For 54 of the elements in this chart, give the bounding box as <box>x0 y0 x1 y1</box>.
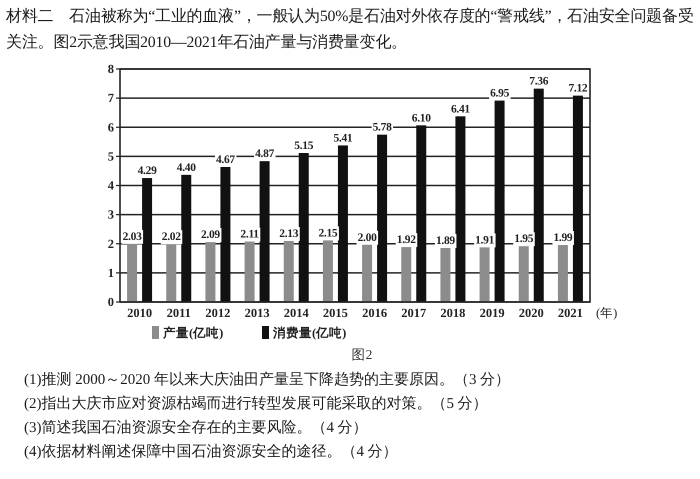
data-label: 1.95 <box>514 233 534 246</box>
data-label: 2.13 <box>279 228 299 240</box>
x-tick-label: 2018 <box>440 306 466 320</box>
y-tick-label: 1 <box>108 266 114 280</box>
data-label: 7.36 <box>529 76 549 88</box>
data-label: 2.00 <box>358 232 378 244</box>
x-tick-label: 2014 <box>284 306 310 320</box>
x-tick-label: 2015 <box>322 306 348 320</box>
x-tick-label: 2010 <box>127 306 152 320</box>
chart-title: 材料二 石油被称为“工业的血液”，一般认为50%是石油对外依存度的“警戒线”，石油安全问题备受关注。图2示意我国2010—2021年石油产量与消费量变化。 <box>6 6 695 53</box>
y-tick-label: 5 <box>108 149 114 164</box>
x-tick-label: 2011 <box>166 306 191 320</box>
y-tick-label: 0 <box>108 295 114 309</box>
x-tick-label: 2021 <box>558 306 583 320</box>
y-tick-label: 4 <box>108 178 115 192</box>
data-label: 1.92 <box>396 234 416 246</box>
data-label: 5.15 <box>294 140 314 152</box>
data-label: 4.40 <box>176 162 196 174</box>
x-tick-label: 2016 <box>362 306 388 320</box>
caption: 图2 <box>352 347 372 362</box>
data-label: 2.15 <box>318 227 338 240</box>
data-label: 6.95 <box>490 88 510 100</box>
x-tick-label: 2019 <box>480 306 505 320</box>
legend-label: 消费量(亿吨) <box>272 326 346 340</box>
data-label: 1.89 <box>436 234 456 247</box>
y-tick-label: 3 <box>108 208 114 222</box>
data-label: 1.99 <box>553 232 573 244</box>
data-label: 6.10 <box>412 112 432 124</box>
y-tick-label: 7 <box>108 91 114 106</box>
y-tick-label: 2 <box>108 236 114 251</box>
text: (4)依据材料阐述保障中国石油资源安全的途径。（4 分） <box>24 442 398 462</box>
data-label: 4.67 <box>216 154 236 166</box>
text: (2)指出大庆市应对资源枯竭而进行转型发展可能采取的对策。（5 分） <box>24 394 488 414</box>
data-label: 5.41 <box>333 132 353 144</box>
data-label: 7.12 <box>568 82 588 95</box>
x-tick-label: 2012 <box>205 306 230 320</box>
data-label: 2.02 <box>162 231 182 244</box>
legend-label: 产量(亿吨) <box>162 325 224 340</box>
text: (1)推测 2000～2020 年以来大庆油田产量呈下降趋势的主要原因。（3 分） <box>24 370 510 390</box>
x-tick-label: 2013 <box>244 306 270 320</box>
data-label: 4.87 <box>255 148 275 160</box>
text: (3)简述我国石油资源安全存在的主要风险。（4 分） <box>24 418 368 438</box>
data-label: 6.41 <box>450 103 470 116</box>
data-label: 2.11 <box>240 228 260 241</box>
data-label: 1.91 <box>475 234 495 246</box>
y-tick-label: 6 <box>108 120 114 134</box>
data-label: 4.29 <box>138 165 158 178</box>
x-tick-label: 2017 <box>401 306 426 320</box>
data-label: 2.09 <box>200 229 220 242</box>
y-tick-label: 8 <box>108 62 114 76</box>
x-axis-title: (年) <box>596 306 618 320</box>
data-label: 5.78 <box>372 122 392 134</box>
data-label: 2.03 <box>122 230 142 243</box>
x-tick-label: 2020 <box>518 306 544 320</box>
